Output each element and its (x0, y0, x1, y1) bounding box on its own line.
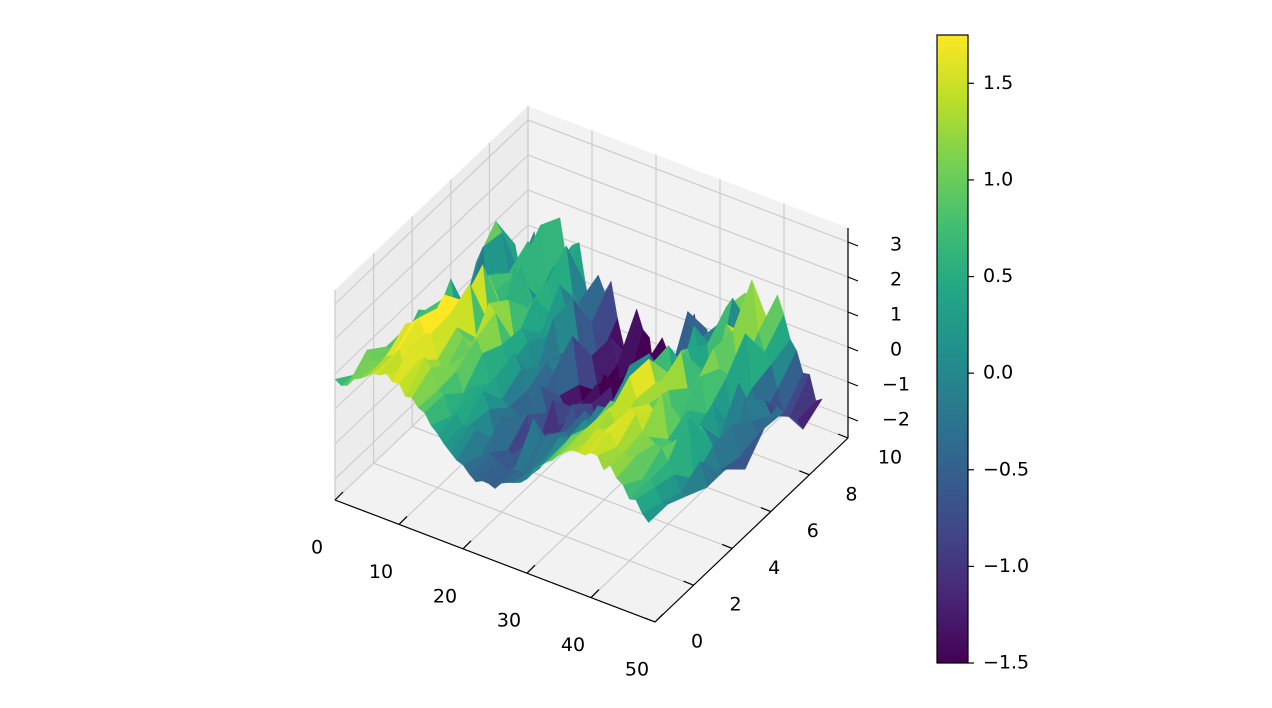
tick-mark (760, 507, 772, 513)
tick-mark (683, 580, 694, 586)
grid-line (334, 119, 529, 305)
y-tick-label: 10 (878, 447, 902, 469)
tick-mark (590, 589, 600, 599)
z-tick-label: 3 (890, 234, 902, 256)
tick-mark (398, 515, 408, 525)
colorbar-gradient (936, 34, 969, 664)
grid-line (334, 154, 529, 340)
z-tick-label: 2 (890, 269, 902, 291)
tick-mark (847, 276, 859, 282)
colorbar-tick-label: 1.0 (983, 168, 1013, 190)
x-tick-label: 30 (497, 610, 521, 632)
surface-facet (641, 502, 669, 523)
z-tick-label: 0 (890, 339, 902, 361)
tick-mark (799, 470, 810, 476)
y-tick-label: 4 (768, 557, 780, 579)
grid-line (527, 119, 849, 243)
tick-mark (847, 346, 859, 352)
tick-mark (847, 416, 859, 422)
tick-mark (847, 241, 859, 247)
y-tick-label: 6 (807, 520, 819, 542)
z-tick-label: −2 (882, 409, 910, 431)
x-tick-label: 50 (625, 659, 649, 681)
axis-lines (334, 228, 849, 623)
colorbar-tick-label: 0.5 (983, 265, 1013, 287)
x-tick-label: 0 (311, 537, 323, 559)
colorbar: −1.5 −1.0 −0.5 0.0 0.5 1.0 1.5 (936, 34, 1029, 674)
tick-mark (837, 433, 849, 439)
colorbar-tick-label: 1.5 (983, 72, 1013, 94)
tick-mark (462, 540, 472, 550)
tick-mark (644, 617, 656, 623)
z-tick-label: 1 (890, 304, 902, 326)
pane-left (335, 106, 528, 500)
axis-ticks: 0 10 20 30 40 50 0 2 4 6 8 10 −2 −1 0 1 2 3 (311, 234, 910, 681)
colorbar-tick-label: −1.0 (983, 555, 1029, 577)
colorbar-tick-label: −0.5 (983, 458, 1029, 480)
y-axis-line (654, 437, 849, 623)
tick-mark (334, 491, 344, 501)
tick-mark (847, 311, 859, 317)
surface-plot (334, 217, 823, 523)
x-tick-label: 20 (433, 585, 457, 607)
z-tick-label: −1 (882, 374, 910, 396)
tick-mark (721, 543, 733, 549)
tick-mark (654, 613, 664, 623)
tick-mark (847, 381, 859, 387)
y-tick-label: 0 (691, 631, 703, 653)
x-tick-label: 40 (561, 634, 585, 656)
colorbar-tick-label: −1.5 (983, 652, 1029, 674)
grid-line (527, 189, 849, 313)
grid-line (527, 154, 849, 278)
tick-mark (526, 564, 536, 574)
grid-line (373, 462, 694, 586)
y-tick-label: 8 (845, 483, 857, 505)
x-tick-label: 10 (369, 561, 393, 583)
grid-line (334, 189, 529, 375)
colorbar-tick-label: 0.0 (983, 362, 1013, 384)
grid-line (527, 224, 849, 348)
x-axis-line (334, 499, 656, 623)
y-tick-label: 2 (730, 594, 742, 616)
